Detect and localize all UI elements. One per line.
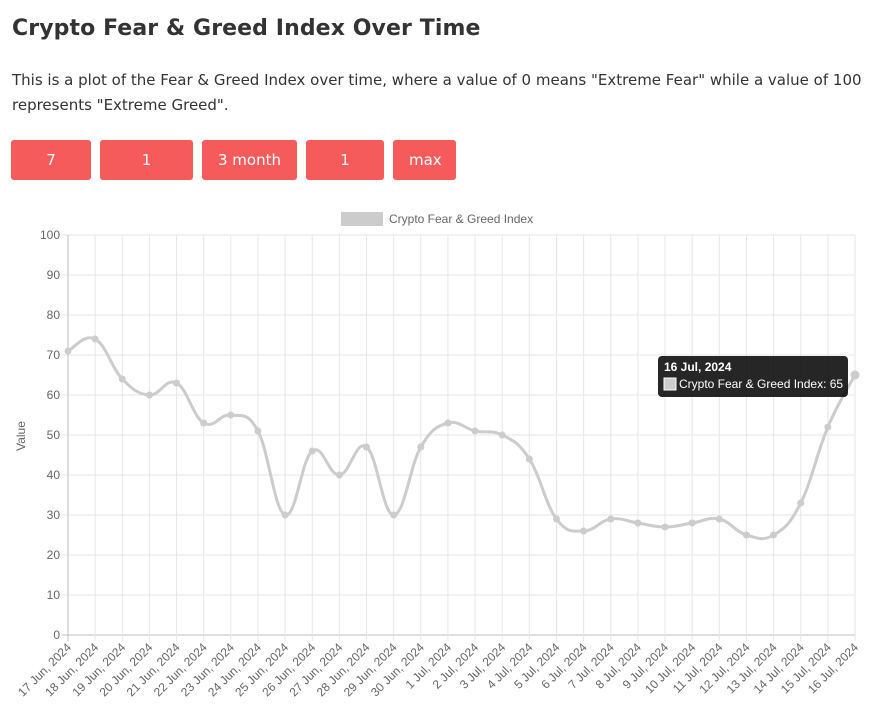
- y-axis: 0 10 20 30 40 50 60 70 80 90 100: [40, 228, 60, 642]
- data-point[interactable]: [200, 419, 208, 427]
- chart-grid: [62, 234, 856, 641]
- data-point[interactable]: [634, 519, 642, 527]
- data-point[interactable]: [688, 519, 696, 527]
- y-tick-label: 30: [47, 508, 61, 522]
- data-point[interactable]: [661, 523, 669, 531]
- data-point[interactable]: [91, 335, 99, 343]
- data-point[interactable]: [525, 455, 533, 463]
- tooltip-swatch: [663, 377, 677, 391]
- data-point[interactable]: [552, 515, 560, 523]
- page-description: This is a plot of the Fear & Greed Index…: [12, 71, 862, 114]
- chart-legend[interactable]: Crypto Fear & Greed Index: [341, 212, 533, 226]
- data-point[interactable]: [850, 370, 860, 380]
- tooltip-box: [658, 356, 848, 397]
- data-point[interactable]: [444, 419, 452, 427]
- data-point[interactable]: [742, 531, 750, 539]
- y-tick-label: 60: [47, 388, 61, 402]
- data-point[interactable]: [308, 447, 316, 455]
- series-points[interactable]: [64, 335, 860, 539]
- data-point[interactable]: [173, 379, 181, 387]
- data-point[interactable]: [227, 411, 235, 419]
- data-point[interactable]: [797, 499, 805, 507]
- data-point[interactable]: [64, 347, 72, 355]
- data-point[interactable]: [580, 527, 588, 535]
- range-7-days-button[interactable]: 7 days: [11, 140, 91, 209]
- range-1-year-button[interactable]: 1 year: [306, 140, 384, 209]
- data-point[interactable]: [824, 423, 832, 431]
- fear-greed-line-chart[interactable]: Crypto Fear & Greed Index 0 10 20 30 40 50 60 7…: [0, 200, 874, 715]
- page-title: Crypto Fear & Greed Index Over Time: [12, 16, 481, 41]
- y-tick-label: 0: [53, 628, 60, 642]
- y-tick-label: 40: [47, 468, 61, 482]
- data-point[interactable]: [335, 471, 343, 479]
- range-3-month-button[interactable]: 3 month: [202, 140, 297, 180]
- time-range-button-group: 7 days 1 month 3 month 1 year max: [11, 140, 456, 209]
- chart-tooltip: 16 Jul, 2024 Crypto Fear & Greed Index: …: [658, 356, 848, 397]
- data-point[interactable]: [715, 515, 723, 523]
- data-point[interactable]: [281, 511, 289, 519]
- data-point[interactable]: [254, 427, 262, 435]
- y-tick-label: 10: [47, 588, 61, 602]
- data-point[interactable]: [498, 431, 506, 439]
- tooltip-label: Crypto Fear & Greed Index: 65: [679, 377, 843, 391]
- data-point[interactable]: [390, 511, 398, 519]
- legend-label: Crypto Fear & Greed Index: [389, 212, 533, 226]
- y-tick-label: 50: [47, 428, 61, 442]
- data-point[interactable]: [363, 443, 371, 451]
- y-tick-label: 20: [47, 548, 61, 562]
- data-point[interactable]: [471, 427, 479, 435]
- data-point[interactable]: [607, 515, 615, 523]
- legend-swatch: [341, 212, 383, 226]
- y-tick-label: 80: [47, 308, 61, 322]
- y-axis-title: Value: [14, 421, 28, 451]
- y-tick-label: 70: [47, 348, 61, 362]
- range-1-month-button[interactable]: 1 month: [100, 140, 193, 209]
- y-tick-label: 100: [40, 228, 60, 242]
- data-point[interactable]: [417, 443, 425, 451]
- y-tick-label: 90: [47, 268, 61, 282]
- range-max-button[interactable]: max: [393, 140, 456, 180]
- data-point[interactable]: [145, 391, 153, 399]
- data-point[interactable]: [118, 375, 126, 383]
- tooltip-title: 16 Jul, 2024: [664, 360, 732, 374]
- data-point[interactable]: [770, 531, 778, 539]
